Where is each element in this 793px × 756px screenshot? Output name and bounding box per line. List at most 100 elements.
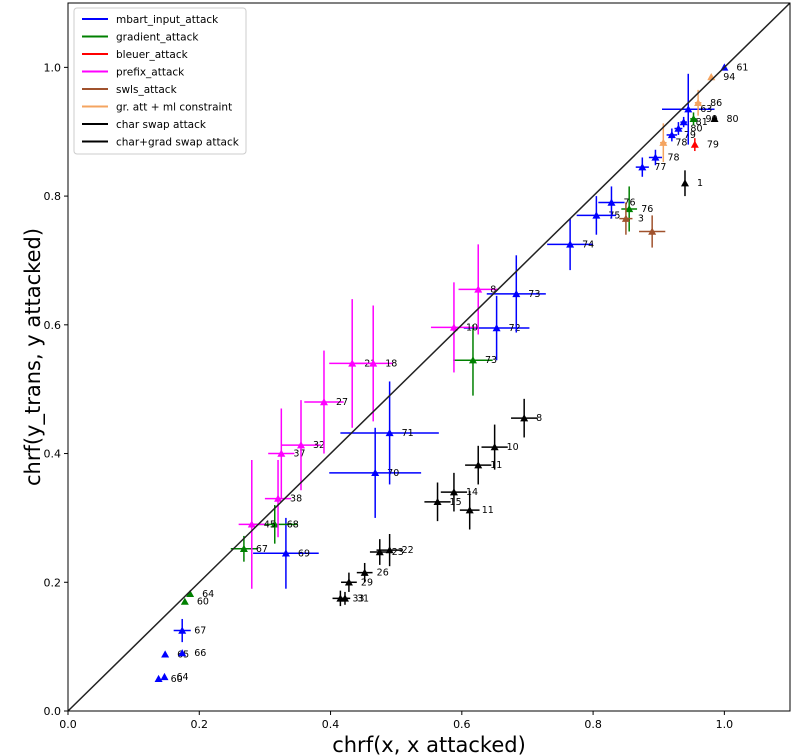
data-point — [621, 214, 630, 222]
data-point-label: 18 — [385, 358, 397, 369]
data-point — [178, 649, 187, 657]
data-point-label: 10 — [507, 442, 519, 453]
data-point — [270, 520, 279, 528]
data-point-label: 27 — [336, 397, 348, 408]
data-point-label: 22 — [402, 545, 414, 556]
data-point-label: 15 — [450, 497, 462, 508]
diagonal-reference-line — [67, 2, 791, 712]
data-point-label: 80 — [727, 114, 739, 125]
data-point — [679, 118, 688, 126]
data-point — [710, 114, 719, 123]
series-swls-attack: 3 — [619, 202, 666, 248]
data-point-label: 33 — [352, 593, 364, 604]
legend-entry-label: prefix_attack — [116, 67, 185, 79]
data-point-label: 69 — [298, 548, 310, 559]
data-point — [154, 674, 163, 683]
data-marks: 6064656667697071727374757677787980816361… — [154, 62, 748, 685]
y-axis-title: chrf(y_trans, y attacked) — [21, 228, 46, 486]
data-point-label: 11 — [482, 505, 494, 516]
data-point — [667, 130, 676, 139]
data-point-label: 14 — [466, 487, 478, 498]
data-point — [468, 356, 477, 364]
legend: mbart_input_attack gradient_attack bleuer_… — [73, 7, 247, 155]
data-point — [689, 114, 698, 123]
data-point-label: 67 — [194, 626, 206, 637]
data-point-label: 78 — [667, 152, 679, 163]
data-point — [490, 443, 499, 451]
data-point-label: 75 — [608, 210, 620, 221]
data-point-label: 8 — [536, 413, 542, 424]
legend-box — [73, 7, 247, 155]
plot-frame — [67, 2, 791, 712]
data-point-label: 8 — [490, 284, 496, 295]
data-point — [369, 359, 378, 367]
x-tick-label: 0.6 — [453, 718, 471, 731]
data-point-label: 94 — [723, 72, 735, 83]
data-point-label: 64 — [202, 589, 214, 600]
data-point-label: 68 — [287, 519, 299, 530]
data-point — [360, 568, 369, 576]
data-point — [449, 323, 458, 331]
data-point — [297, 441, 306, 449]
data-point — [449, 488, 458, 496]
data-point — [512, 289, 521, 298]
data-point — [371, 468, 380, 477]
x-tick-label: 1.0 — [716, 718, 734, 731]
data-point — [274, 494, 283, 502]
x-axis-title: chrf(x, x attacked) — [332, 733, 526, 756]
data-point-label: 63 — [700, 104, 712, 115]
data-point — [492, 324, 501, 332]
data-point — [180, 597, 189, 605]
legend-entry-label: char swap attack — [116, 119, 207, 131]
data-point-label: 77 — [654, 162, 666, 173]
legend-entry-label: mbart_input_attack — [116, 14, 219, 26]
data-point-label: 78 — [675, 138, 687, 149]
x-tick-label: 0.4 — [322, 718, 340, 731]
data-point-label: 86 — [710, 98, 722, 109]
data-point-label: 32 — [313, 440, 325, 451]
data-point — [465, 506, 474, 514]
data-point-label: 31 — [357, 593, 369, 604]
data-point-label: 79 — [684, 130, 696, 141]
data-point — [161, 650, 170, 658]
data-point-label: 45 — [264, 519, 276, 530]
data-point-label: 76 — [641, 204, 653, 215]
data-point — [247, 520, 256, 528]
y-tick-label: 0.6 — [44, 319, 62, 332]
data-point-label: 38 — [290, 494, 302, 505]
data-point — [566, 240, 575, 248]
data-point — [607, 198, 616, 206]
data-point — [680, 179, 689, 187]
data-point-label: 1 — [697, 178, 703, 189]
x-tick-label: 0.2 — [191, 718, 209, 731]
legend-entry-label: gr. att + ml constraint — [116, 102, 232, 114]
data-point-label: 74 — [582, 239, 594, 250]
data-point — [281, 549, 290, 557]
data-point — [690, 140, 699, 148]
data-point-label: 61 — [736, 62, 748, 73]
data-point-label: 71 — [402, 428, 414, 439]
data-point — [385, 546, 394, 554]
data-point-label: 29 — [361, 577, 373, 588]
legend-entry-label: char+grad swap attack — [116, 137, 240, 149]
data-point-label: 64 — [176, 672, 188, 683]
data-point — [674, 124, 683, 132]
data-point — [651, 153, 660, 161]
series-bleuer-attack: 79 — [690, 138, 719, 152]
data-point — [648, 227, 657, 235]
series-prefix-attack: 45383732272118108 — [238, 244, 498, 589]
data-point — [694, 98, 703, 106]
data-point-label: 90 — [706, 114, 718, 125]
data-point — [638, 163, 647, 171]
data-point-label: 73 — [485, 355, 497, 366]
series-gr-att-ml-constraint: 78 86 94 — [659, 72, 735, 162]
data-point-label: 73 — [528, 289, 540, 300]
data-point — [474, 285, 483, 293]
legend-entry-label: swls_attack — [116, 84, 178, 96]
data-point — [385, 428, 394, 437]
y-tick-label: 0.4 — [44, 448, 62, 461]
legend-entry-label: bleuer_attack — [116, 49, 189, 61]
data-point — [592, 211, 601, 219]
data-point-label: 70 — [387, 468, 399, 479]
